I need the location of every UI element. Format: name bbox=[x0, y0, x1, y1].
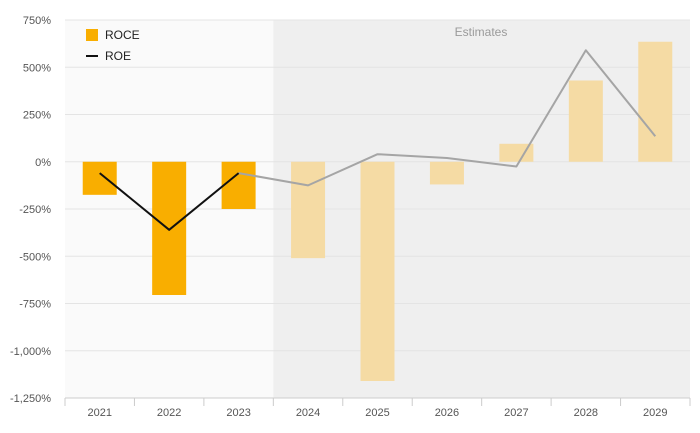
legend-label-roe: ROE bbox=[105, 49, 131, 63]
axis-layer: 750% 500% 250% 0% -250% -500% -750% -1,000% -1,2… bbox=[10, 15, 691, 419]
y-tick-label: -500% bbox=[19, 251, 51, 263]
x-tick-label-2027: 2027 bbox=[504, 407, 528, 419]
y-tick-label: 500% bbox=[23, 62, 51, 74]
roce-bar-2025 bbox=[360, 161, 395, 381]
roce-bar-2024 bbox=[291, 161, 326, 259]
x-tick-label-2026: 2026 bbox=[435, 407, 459, 419]
roce-bar-2023 bbox=[221, 161, 256, 209]
roce-bar-2029 bbox=[638, 41, 673, 162]
x-tick-label-2022: 2022 bbox=[157, 407, 181, 419]
y-tick-label: 0% bbox=[35, 157, 51, 169]
roce-bar-2021 bbox=[82, 161, 117, 195]
y-tick-label: -1,000% bbox=[10, 346, 51, 358]
y-tick-label: 250% bbox=[23, 110, 51, 122]
legend: ROCE ROE bbox=[86, 28, 140, 63]
y-tick-label: 750% bbox=[23, 15, 51, 27]
roce-bar-2022 bbox=[152, 161, 187, 295]
roce-bar-2027 bbox=[499, 143, 534, 162]
roe-line-actuals bbox=[99, 172, 240, 231]
x-tick-label-2023: 2023 bbox=[226, 407, 250, 419]
x-tick-label-2028: 2028 bbox=[574, 407, 598, 419]
legend-swatch-roce bbox=[86, 29, 98, 41]
roce-bar-2026 bbox=[429, 161, 464, 185]
y-tick-label: -750% bbox=[19, 299, 51, 311]
lines-layer bbox=[99, 49, 657, 231]
x-tick-label-2024: 2024 bbox=[296, 407, 320, 419]
legend-label-roce: ROCE bbox=[105, 28, 140, 42]
estimates-label: Estimates bbox=[455, 25, 508, 39]
x-tick-label-2029: 2029 bbox=[643, 407, 667, 419]
x-tick-label-2025: 2025 bbox=[365, 407, 389, 419]
roe-line-estimates bbox=[238, 49, 657, 187]
y-tick-label: -250% bbox=[19, 204, 51, 216]
roce-bar-2028 bbox=[568, 80, 603, 162]
x-tick-label-2021: 2021 bbox=[87, 407, 111, 419]
bars-layer bbox=[82, 41, 673, 381]
y-tick-label: -1,250% bbox=[10, 393, 51, 405]
